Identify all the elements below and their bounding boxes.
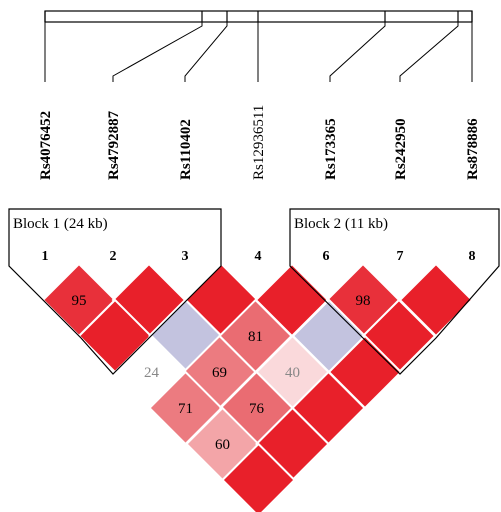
snp-index-label: 2 bbox=[110, 249, 117, 264]
snp-name-label: Rs12936511 bbox=[251, 105, 267, 180]
ld-cell-value: 40 bbox=[285, 365, 300, 381]
block-label: Block 2 (11 kb) bbox=[294, 216, 388, 232]
ld-cell-value: 71 bbox=[178, 401, 193, 417]
block-outline bbox=[289, 208, 500, 375]
snp-name-label: Rs4792887 bbox=[106, 110, 122, 180]
snp-index-label: 4 bbox=[255, 249, 262, 264]
snp-name-label: Rs173365 bbox=[323, 118, 339, 180]
snp-name-label: Rs110402 bbox=[178, 119, 194, 180]
snp-index-label: 3 bbox=[182, 249, 189, 264]
snp-name-label: Rs878886 bbox=[465, 118, 481, 180]
ld-cell bbox=[221, 442, 296, 512]
snp-index-label: 7 bbox=[397, 249, 404, 264]
ld-cell-value: 95 bbox=[72, 293, 87, 309]
snp-name-label: Rs4076452 bbox=[38, 111, 54, 180]
chromosome-ruler bbox=[44, 10, 473, 23]
snp-connector-line bbox=[329, 22, 386, 82]
snp-connector-line bbox=[112, 22, 203, 82]
block-outline bbox=[8, 208, 222, 375]
snp-indices: 1 2 3 4 6 7 8 bbox=[42, 249, 476, 264]
ld-cell-value: 69 bbox=[212, 365, 227, 381]
snp-name-label: Rs242950 bbox=[393, 118, 409, 180]
ld-cell-value: 76 bbox=[249, 401, 265, 417]
ld-cell-value: 81 bbox=[248, 329, 263, 345]
ld-cell-value: 60 bbox=[215, 437, 230, 453]
haplotype-blocks: Block 1 (24 kb) Block 2 (11 kb) bbox=[8, 208, 500, 375]
ld-cells: 95 98 81 24 69 40 71 76 60 bbox=[41, 262, 474, 512]
snp-connector-line bbox=[399, 22, 459, 82]
snp-index-label: 6 bbox=[323, 249, 330, 264]
snp-index-label: 8 bbox=[469, 249, 476, 264]
snp-connector-lines bbox=[44, 22, 473, 82]
snp-connector-line bbox=[184, 22, 228, 82]
snp-index-label: 1 bbox=[42, 249, 49, 264]
ld-cell-value: 98 bbox=[356, 293, 371, 309]
snp-labels: Rs4076452 Rs4792887 Rs110402 Rs12936511 Rs17… bbox=[38, 105, 481, 180]
ld-cell-value: 24 bbox=[144, 365, 160, 381]
block-label: Block 1 (24 kb) bbox=[13, 216, 108, 232]
